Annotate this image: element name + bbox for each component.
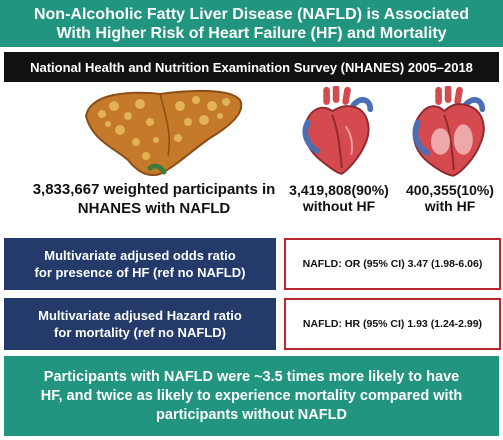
hazard-ratio-result: NAFLD: HR (95% CI) 1.93 (1.24-2.99) bbox=[302, 318, 483, 330]
hazard-ratio-line-2: for mortality (ref no NAFLD) bbox=[54, 325, 226, 340]
heart-icon bbox=[302, 86, 374, 175]
odds-ratio-box: Multivariate adjused odds ratio for pres… bbox=[4, 238, 276, 290]
odds-ratio-line-2: for presence of HF (ref no NAFLD) bbox=[34, 265, 246, 280]
hazard-ratio-line-1: Multivariate adjused Hazard ratio bbox=[38, 308, 242, 323]
without-hf-count: 3,419,808(90%) bbox=[289, 182, 389, 198]
with-hf-text: with HF bbox=[424, 198, 476, 214]
odds-ratio-result-box: NAFLD: OR (95% CI) 3.47 (1.98-6.06) bbox=[284, 238, 501, 290]
conclusion-box: Participants with NAFLD were ~3.5 times … bbox=[4, 356, 499, 436]
participants-line-2: NHANES with NAFLD bbox=[77, 200, 231, 217]
participants-label: 3,833,667 weighted participants in NHANE… bbox=[4, 180, 304, 218]
survey-label: National Health and Nutrition Examinatio… bbox=[30, 59, 473, 75]
with-hf-count: 400,355(10%) bbox=[406, 182, 494, 198]
title-line-1: Non-Alcoholic Fatty Liver Disease (NAFLD… bbox=[33, 5, 470, 23]
heart-icon bbox=[412, 86, 486, 177]
title-line-2: With Higher Risk of Heart Failure (HF) a… bbox=[56, 24, 447, 42]
conclusion-line-3: participants without NAFLD bbox=[156, 406, 347, 423]
survey-banner: National Health and Nutrition Examinatio… bbox=[4, 52, 499, 82]
with-hf-label: 400,355(10%) with HF bbox=[398, 182, 502, 214]
hazard-ratio-box: Multivariate adjused Hazard ratio for mo… bbox=[4, 298, 276, 350]
odds-ratio-line-1: Multivariate adjused odds ratio bbox=[44, 248, 236, 263]
title-banner: Non-Alcoholic Fatty Liver Disease (NAFLD… bbox=[0, 0, 503, 47]
without-hf-label: 3,419,808(90%) without HF bbox=[286, 182, 392, 214]
fatty-liver-icon bbox=[84, 89, 243, 176]
participants-line-1: 3,833,667 weighted participants in bbox=[32, 181, 276, 198]
odds-ratio-result: NAFLD: OR (95% CI) 3.47 (1.98-6.06) bbox=[302, 258, 483, 270]
without-hf-text: without HF bbox=[302, 198, 376, 214]
conclusion-line-1: Participants with NAFLD were ~3.5 times … bbox=[43, 368, 460, 385]
conclusion-line-2: HF, and twice as likely to experience mo… bbox=[40, 387, 463, 404]
hazard-ratio-result-box: NAFLD: HR (95% CI) 1.93 (1.24-2.99) bbox=[284, 298, 501, 350]
